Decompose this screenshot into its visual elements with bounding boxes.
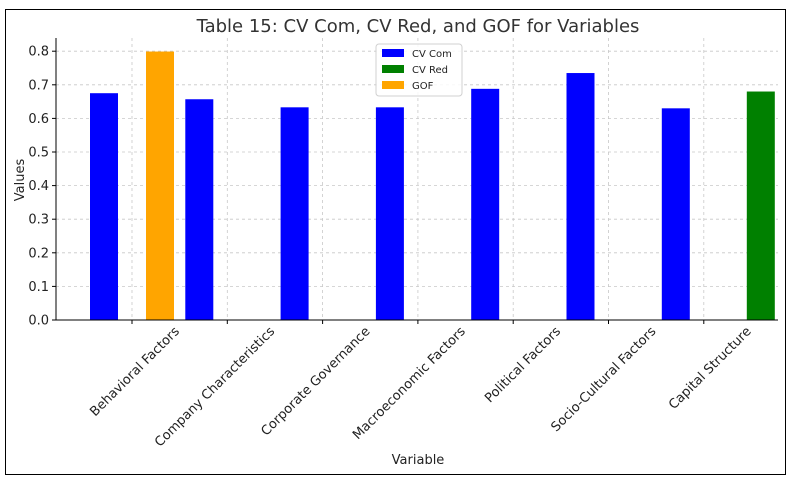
- y-tick-label: 0.3: [28, 213, 49, 228]
- bar-cv-com: [471, 88, 500, 320]
- bar-cv-com: [280, 107, 309, 320]
- legend-label: GOF: [412, 81, 434, 92]
- bar-cv-com: [185, 99, 214, 320]
- y-ticks: 0.0 0.1 0.2 0.3 0.4 0.5 0.6 0.7 0.8: [28, 45, 56, 329]
- legend-swatch: [382, 81, 404, 89]
- chart-title: Table 15: CV Com, CV Red, and GOF for Va…: [196, 16, 640, 37]
- grid: [56, 38, 778, 320]
- y-tick-label: 0.4: [28, 179, 49, 194]
- legend: CV Com CV Red GOF: [375, 43, 463, 97]
- bar-cv-com: [90, 93, 118, 320]
- y-tick-label: 0.2: [28, 246, 49, 261]
- bar-gof: [146, 51, 174, 320]
- bar-cv-com: [661, 108, 690, 320]
- y-tick-label: 0.7: [28, 78, 49, 93]
- x-tick-label: Socio-Cultural Factors: [548, 324, 659, 435]
- y-axis-label: Values: [13, 159, 28, 202]
- legend-label: CV Red: [412, 65, 448, 76]
- x-tick-label: Corporate Governance: [258, 324, 373, 439]
- x-tick-label: Macroeconomic Factors: [350, 324, 469, 443]
- x-tick-label: Political Factors: [482, 324, 564, 406]
- y-tick-label: 0.5: [28, 146, 49, 161]
- y-tick-label: 0.1: [28, 280, 49, 295]
- bar-cv-com: [375, 107, 404, 320]
- legend-swatch: [382, 65, 404, 73]
- bars: [90, 51, 775, 321]
- legend-label: CV Com: [412, 49, 452, 60]
- x-tick-label: Behavioral Factors: [87, 324, 183, 420]
- y-tick-label: 0.8: [28, 45, 49, 60]
- y-tick-label: 0.0: [28, 314, 49, 329]
- x-tick-label: Capital Structure: [666, 324, 755, 413]
- y-tick-label: 0.6: [28, 112, 49, 127]
- legend-swatch: [382, 49, 404, 57]
- bar-cv-red: [746, 91, 775, 321]
- bar-cv-com: [566, 73, 595, 320]
- x-axis-label: Variable: [392, 453, 445, 468]
